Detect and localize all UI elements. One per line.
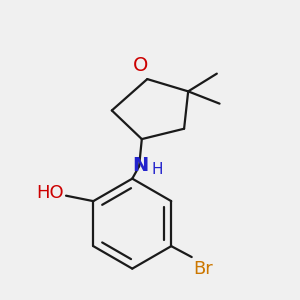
Text: N: N (132, 155, 148, 175)
Text: Br: Br (193, 260, 213, 278)
Text: O: O (133, 56, 148, 75)
Text: H: H (151, 162, 163, 177)
Text: HO: HO (36, 184, 64, 202)
